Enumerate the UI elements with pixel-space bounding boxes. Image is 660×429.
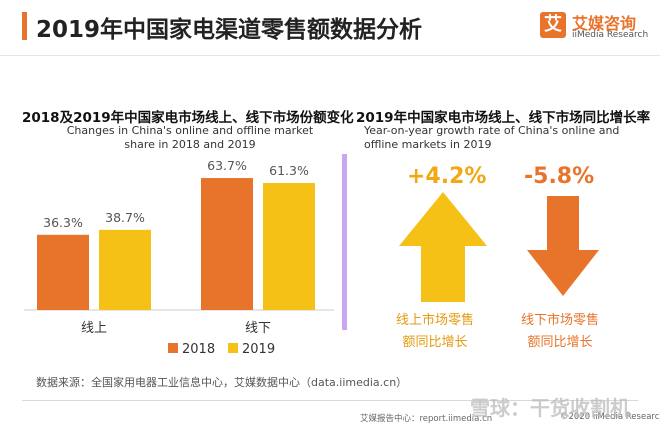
online-growth-value: +4.2% (407, 164, 487, 189)
bar-2019-1 (263, 183, 315, 310)
right-chart-title: 2019年中国家电市场线上、线下市场同比增长率 (356, 110, 651, 126)
offline-growth-label-line1: 线下市场零售 (520, 313, 599, 328)
left-chart-title: 2018及2019年中国家电市场线上、线下市场份额变化 (22, 110, 354, 126)
source-note: 数据来源：全国家用电器工业信息中心，艾媒数据中心（data.iimedia.cn… (36, 376, 408, 389)
bar-value-label-2019-0: 38.7% (105, 210, 145, 225)
bar-2018-1 (201, 178, 253, 310)
copyright: ©2020 iiMedia Research Inc (560, 412, 660, 422)
legend-swatch-2018 (168, 343, 178, 353)
report-center-link[interactable]: 艾媒报告中心：report.iimedia.cn (360, 414, 493, 424)
growth-up-arrow (399, 192, 487, 302)
bar-2019-0 (99, 229, 151, 310)
growth-down-arrow (527, 196, 599, 296)
header-divider (0, 55, 660, 56)
brand-name: 艾媒咨询 (572, 14, 637, 33)
x-tick-label-0: 线上 (81, 321, 107, 336)
offline-growth-label: 线下市场零售 额同比增长 (505, 310, 615, 354)
left-chart-subtitle: Changes in China's online and offline ma… (66, 124, 314, 151)
online-growth-label-line1: 线上市场零售 (395, 313, 474, 328)
online-growth-label-line2: 额同比增长 (402, 335, 468, 350)
bar-2018-0 (37, 234, 89, 310)
legend-label-2018: 2018 (182, 342, 215, 357)
legend-swatch-2019 (228, 343, 238, 353)
offline-growth-value: -5.8% (524, 164, 595, 189)
online-growth-label: 线上市场零售 额同比增长 (380, 310, 490, 354)
section-divider (342, 154, 347, 330)
chart-canvas: 36.3% 38.7% 线上 63.7% 61.3% 线下 2018 2019 (24, 158, 599, 357)
bar-value-label-2019-1: 61.3% (269, 163, 309, 178)
brand-subtitle: iiMedia Research (572, 30, 649, 40)
right-chart-subtitle: Year-on-year growth rate of China's onli… (364, 124, 620, 151)
offline-growth-label-line2: 额同比增长 (527, 335, 593, 350)
title-accent-bar (22, 12, 27, 40)
bar-value-label-2018-0: 36.3% (43, 215, 83, 230)
legend-label-2019: 2019 (242, 342, 275, 357)
bar-value-label-2018-1: 63.7% (207, 158, 247, 173)
brand-logo-icon: 艾 (540, 12, 566, 38)
x-tick-label-1: 线下 (245, 321, 271, 336)
footer-divider (22, 400, 638, 401)
page-title: 2019年中国家电渠道零售额数据分析 (36, 17, 423, 43)
watermark: 雪球：干货收割机 (470, 396, 630, 420)
